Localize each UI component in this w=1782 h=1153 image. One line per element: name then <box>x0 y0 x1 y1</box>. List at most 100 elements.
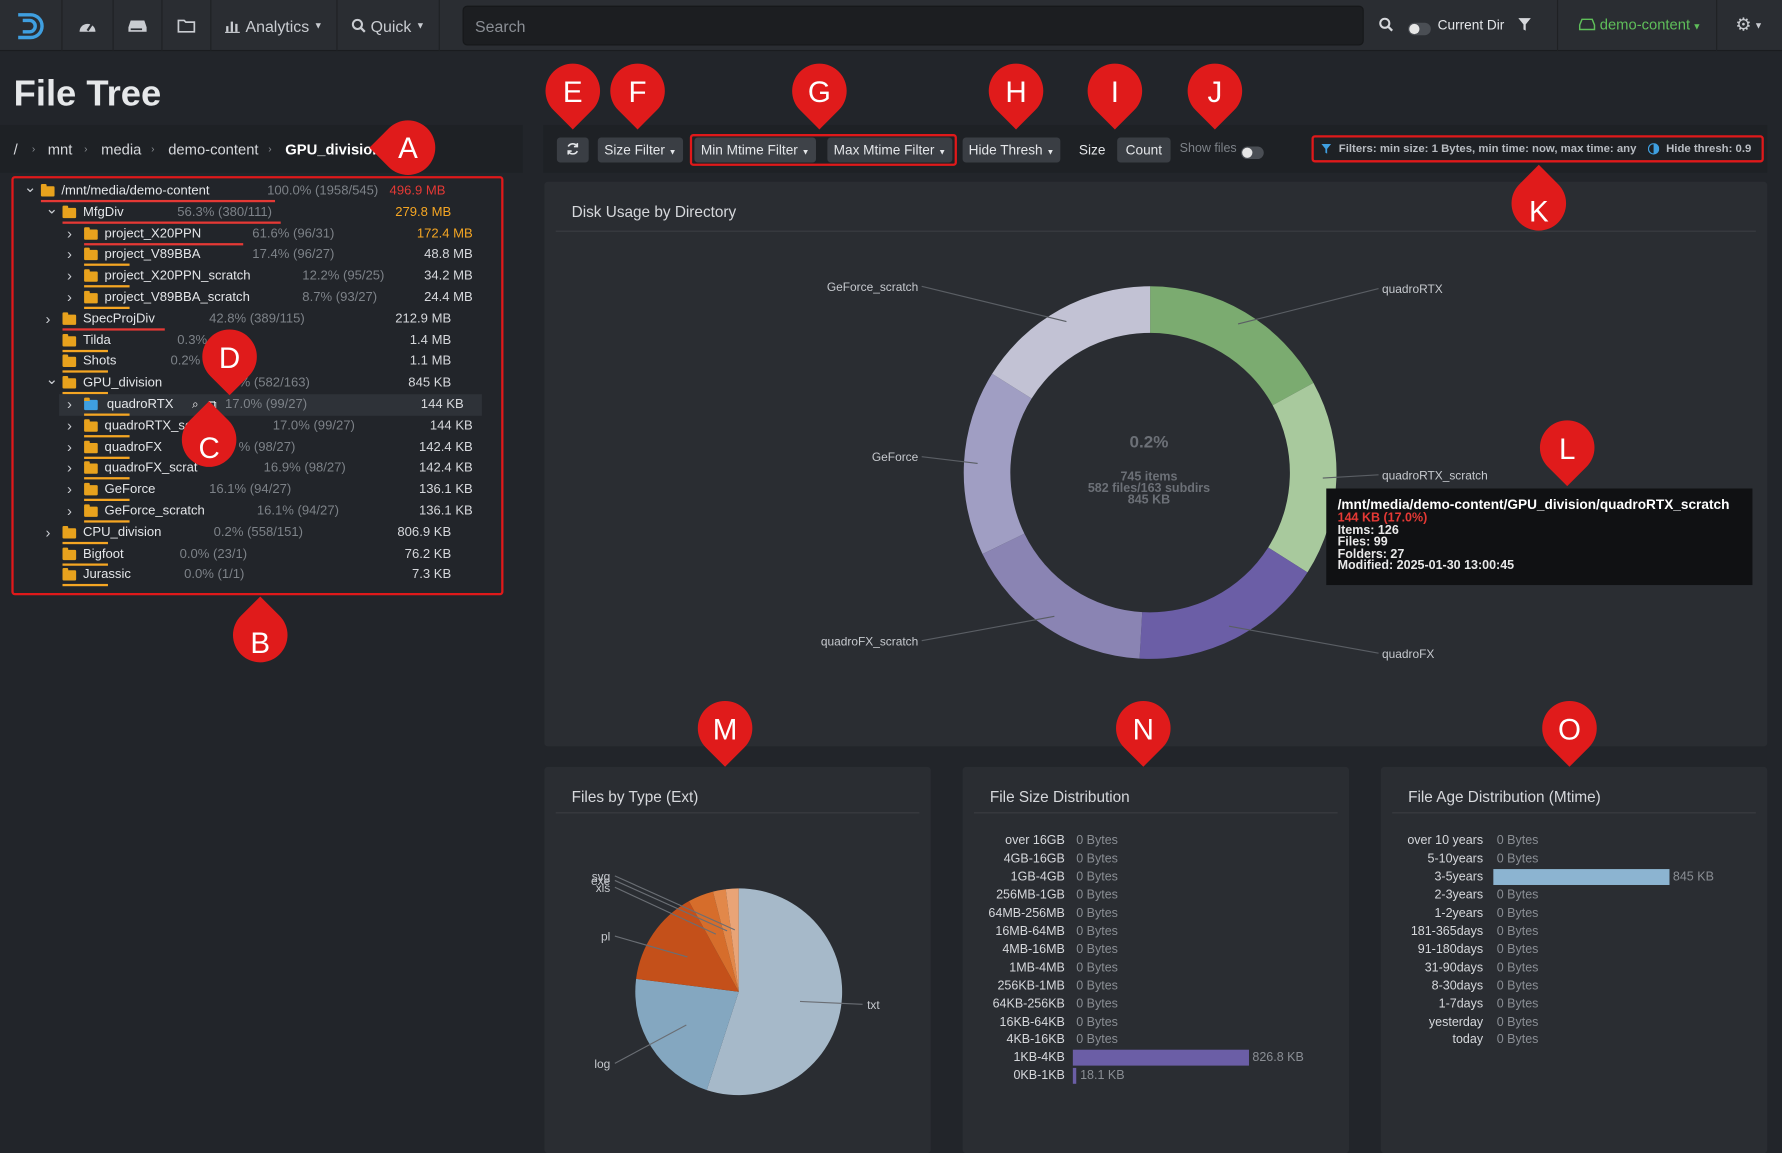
tree-item-name[interactable]: CPU_division <box>82 525 162 540</box>
app-logo[interactable] <box>0 0 63 52</box>
dashboard-button[interactable] <box>63 0 114 52</box>
tree-row[interactable]: › quadroFX % (98/27) 142.4 KB <box>14 437 502 459</box>
chevron-right-icon[interactable]: › <box>67 459 72 477</box>
tree-item-name[interactable]: /mnt/media/demo-content <box>61 184 210 198</box>
tree-row[interactable]: Bigfoot 0.0% (23/1) 76.2 KB <box>14 544 502 566</box>
folder-icon <box>40 184 55 197</box>
pie-slice-exe[interactable] <box>712 889 739 992</box>
chevron-right-icon[interactable]: › <box>67 267 72 285</box>
bar-category-label: 5-10years <box>1427 851 1484 866</box>
chevron-down-icon[interactable]: ⌄ <box>45 199 58 217</box>
tree-row[interactable]: › project_X20PPN 61.6% (96/31) 172.4 MB <box>14 223 502 245</box>
search-icon[interactable]: ⌕ <box>192 398 199 412</box>
tree-row[interactable]: › GeForce 16.1% (94/27) 136.1 KB <box>14 480 502 502</box>
tree-row[interactable]: › GeForce_scratch 16.1% (94/27) 136.1 KB <box>14 501 502 523</box>
pie-slice-xls[interactable] <box>688 891 739 992</box>
tree-item-name[interactable]: project_X20PPN <box>104 226 202 241</box>
breadcrumb-item[interactable]: mnt <box>47 140 73 158</box>
tree-row[interactable]: › quadroFX_scrat 16.9% (98/27) 142.4 KB <box>14 458 502 480</box>
count-mode-button[interactable]: Count <box>1117 137 1171 163</box>
donut-slice-quadrortx[interactable] <box>1150 286 1314 406</box>
pie-slice-txt[interactable] <box>706 888 843 1096</box>
breadcrumb-root[interactable]: / <box>13 140 18 158</box>
tree-item-name[interactable]: quadroRTX <box>106 397 174 412</box>
pie-slice-svg[interactable] <box>725 888 739 992</box>
tree-item-name[interactable]: project_V89BBA <box>104 248 201 262</box>
tree-row[interactable]: ⌄ GPU_division % (582/163) 845 KB <box>14 371 502 395</box>
tree-row[interactable]: › project_X20PPN_scratch 12.2% (95/25) 34.2… <box>14 266 502 288</box>
donut-slice-geforce-scratch[interactable] <box>992 286 1151 399</box>
tree-item-name[interactable]: quadroFX_scrat <box>104 461 198 476</box>
chevron-down-icon[interactable]: ⌄ <box>45 370 58 388</box>
search-input[interactable] <box>462 5 1364 46</box>
size-mode-button[interactable]: Size <box>1078 142 1106 158</box>
donut-slice-quadrofx-scratch[interactable] <box>982 533 1143 659</box>
pie-slice-log[interactable] <box>635 978 739 1091</box>
analytics-menu[interactable]: Analytics ▼ <box>211 0 338 52</box>
pie-label: txt <box>867 998 880 1012</box>
bar[interactable] <box>1072 1068 1077 1085</box>
tree-item-name[interactable]: project_X20PPN_scratch <box>104 269 251 284</box>
tree-item-name[interactable]: GeForce_scratch <box>104 504 205 519</box>
bar-chart-icon <box>225 21 240 33</box>
size-filter-dropdown[interactable]: Size Filter ▼ <box>597 137 684 163</box>
filter-icon[interactable] <box>1517 17 1532 32</box>
search-icon[interactable] <box>1379 17 1394 32</box>
pie-slice-pl[interactable] <box>636 901 739 992</box>
tree-item-name[interactable]: GeForce <box>104 483 156 497</box>
breadcrumb-item[interactable]: demo-content <box>168 140 259 158</box>
tree-item-name[interactable]: SpecProjDiv <box>82 312 155 326</box>
tree-item-name[interactable]: Shots <box>82 354 117 369</box>
tree-item-name[interactable]: quadroFX <box>104 440 162 454</box>
drives-button[interactable] <box>114 0 163 52</box>
donut-slice-quadrortx-scratch[interactable] <box>1268 382 1337 573</box>
donut-slice-quadrofx[interactable] <box>1139 547 1308 659</box>
tree-row[interactable]: Shots 0.2% 1.1 MB <box>14 351 502 374</box>
settings-menu[interactable]: ⚙ ▼ <box>1735 14 1763 37</box>
chevron-right-icon[interactable]: › <box>67 480 72 498</box>
folder-nav-button[interactable] <box>163 0 212 52</box>
min-mtime-filter-dropdown[interactable]: Min Mtime Filter ▼ <box>694 137 816 163</box>
chevron-right-icon[interactable]: › <box>45 309 51 327</box>
tree-item-name[interactable]: MfgDiv <box>82 205 124 220</box>
tree-row[interactable]: › project_V89BBA 17.4% (96/27) 48.8 MB <box>14 245 502 267</box>
bar[interactable] <box>1493 868 1670 885</box>
tree-item-name[interactable]: GPU_division <box>82 376 163 390</box>
tree-item-name[interactable]: project_V89BBA_scratch <box>104 290 250 305</box>
chevron-down-icon[interactable]: ⌄ <box>23 178 37 196</box>
tree-row[interactable]: ⌄ /mnt/media/demo-content 100.0% (1958/545… <box>14 178 502 203</box>
breadcrumb-item[interactable]: media <box>101 140 142 158</box>
tree-item-name[interactable]: Jurassic <box>82 568 131 583</box>
tree-row[interactable]: Jurassic 0.0% (1/1) 7.3 KB <box>14 565 502 587</box>
tree-row[interactable]: Tilda 0.3% (1 1.4 MB <box>14 330 502 352</box>
donut-slice-geforce[interactable] <box>963 373 1032 555</box>
chevron-right-icon[interactable]: › <box>67 438 72 456</box>
show-files-toggle[interactable] <box>1241 146 1264 160</box>
tree-row[interactable]: › project_V89BBA_scratch 8.7% (93/27) 24.4 … <box>14 287 502 310</box>
max-mtime-filter-dropdown[interactable]: Max Mtime Filter ▼ <box>827 137 953 163</box>
chevron-right-icon[interactable]: › <box>67 416 72 434</box>
tree-row[interactable]: › CPU_division 0.2% (558/151) 806.9 KB <box>14 522 502 544</box>
quick-menu[interactable]: Quick ▼ <box>338 0 440 52</box>
bar-row: 181-365days 0 Bytes <box>1381 922 1767 940</box>
chevron-right-icon[interactable]: › <box>67 395 72 413</box>
index-selector[interactable]: demo-content ▼ <box>1578 16 1701 33</box>
chevron-right-icon[interactable]: › <box>67 288 72 306</box>
tree-row[interactable]: › quadroRTX_sc 17.0% (99/27) 144 KB <box>14 416 502 438</box>
tree-item-name[interactable]: quadroRTX_sc <box>104 418 192 433</box>
chevron-right-icon[interactable]: › <box>67 224 72 242</box>
donut-center-files: 582 files/163 subdirs <box>1087 481 1211 496</box>
bar[interactable] <box>1072 1050 1249 1067</box>
chevron-right-icon[interactable]: › <box>45 523 51 541</box>
chevron-right-icon[interactable]: › <box>67 245 72 263</box>
chevron-right-icon[interactable]: › <box>67 502 72 520</box>
refresh-button[interactable] <box>556 137 589 163</box>
tree-row[interactable]: ⌄ MfgDiv 56.3% (380/111) 279.8 MB <box>14 200 502 224</box>
tree-item-name[interactable]: Bigfoot <box>82 547 124 561</box>
tree-row[interactable]: › SpecProjDiv 42.8% (389/115) 212.9 MB <box>14 309 502 331</box>
tree-item-size: 142.4 KB <box>418 440 473 454</box>
tree-item-name[interactable]: Tilda <box>82 333 111 348</box>
current-dir-toggle[interactable] <box>1408 23 1431 36</box>
hide-thresh-dropdown[interactable]: Hide Thresh ▼ <box>962 137 1061 163</box>
